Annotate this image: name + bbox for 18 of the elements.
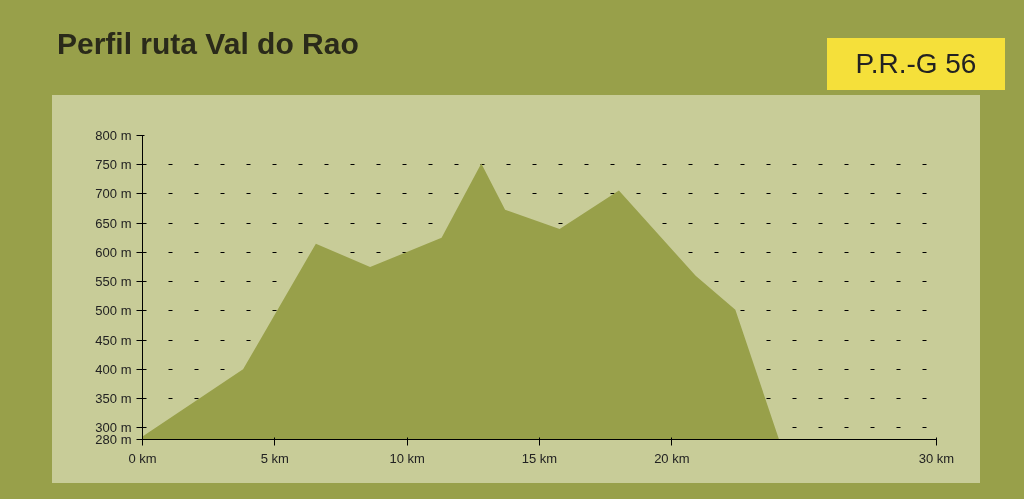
y-tick-label: 750 m <box>95 157 132 173</box>
x-tick-label: 0 km <box>128 450 157 466</box>
y-tick-label: 450 m <box>95 332 132 348</box>
y-tick-label: 800 m <box>95 128 132 143</box>
chart-title: Perfil ruta Val do Rao <box>57 26 359 62</box>
y-tick-label: 400 m <box>95 361 132 377</box>
y-tick-label: 600 m <box>95 244 132 260</box>
x-tick-label: 10 km <box>389 450 425 466</box>
x-tick-label: 15 km <box>521 450 558 466</box>
y-tick-label: 500 m <box>95 303 132 319</box>
text: P.R.-G 56 <box>855 47 977 81</box>
y-tick-label: 550 m <box>95 274 132 290</box>
y-tick-label: 700 m <box>95 186 132 202</box>
x-tick-label: 30 km <box>918 450 955 466</box>
y-tick-label: 350 m <box>95 391 132 407</box>
x-tick-label: 20 km <box>654 450 690 466</box>
y-tick-label: 650 m <box>95 215 132 231</box>
x-tick-label: 5 km <box>260 450 289 466</box>
